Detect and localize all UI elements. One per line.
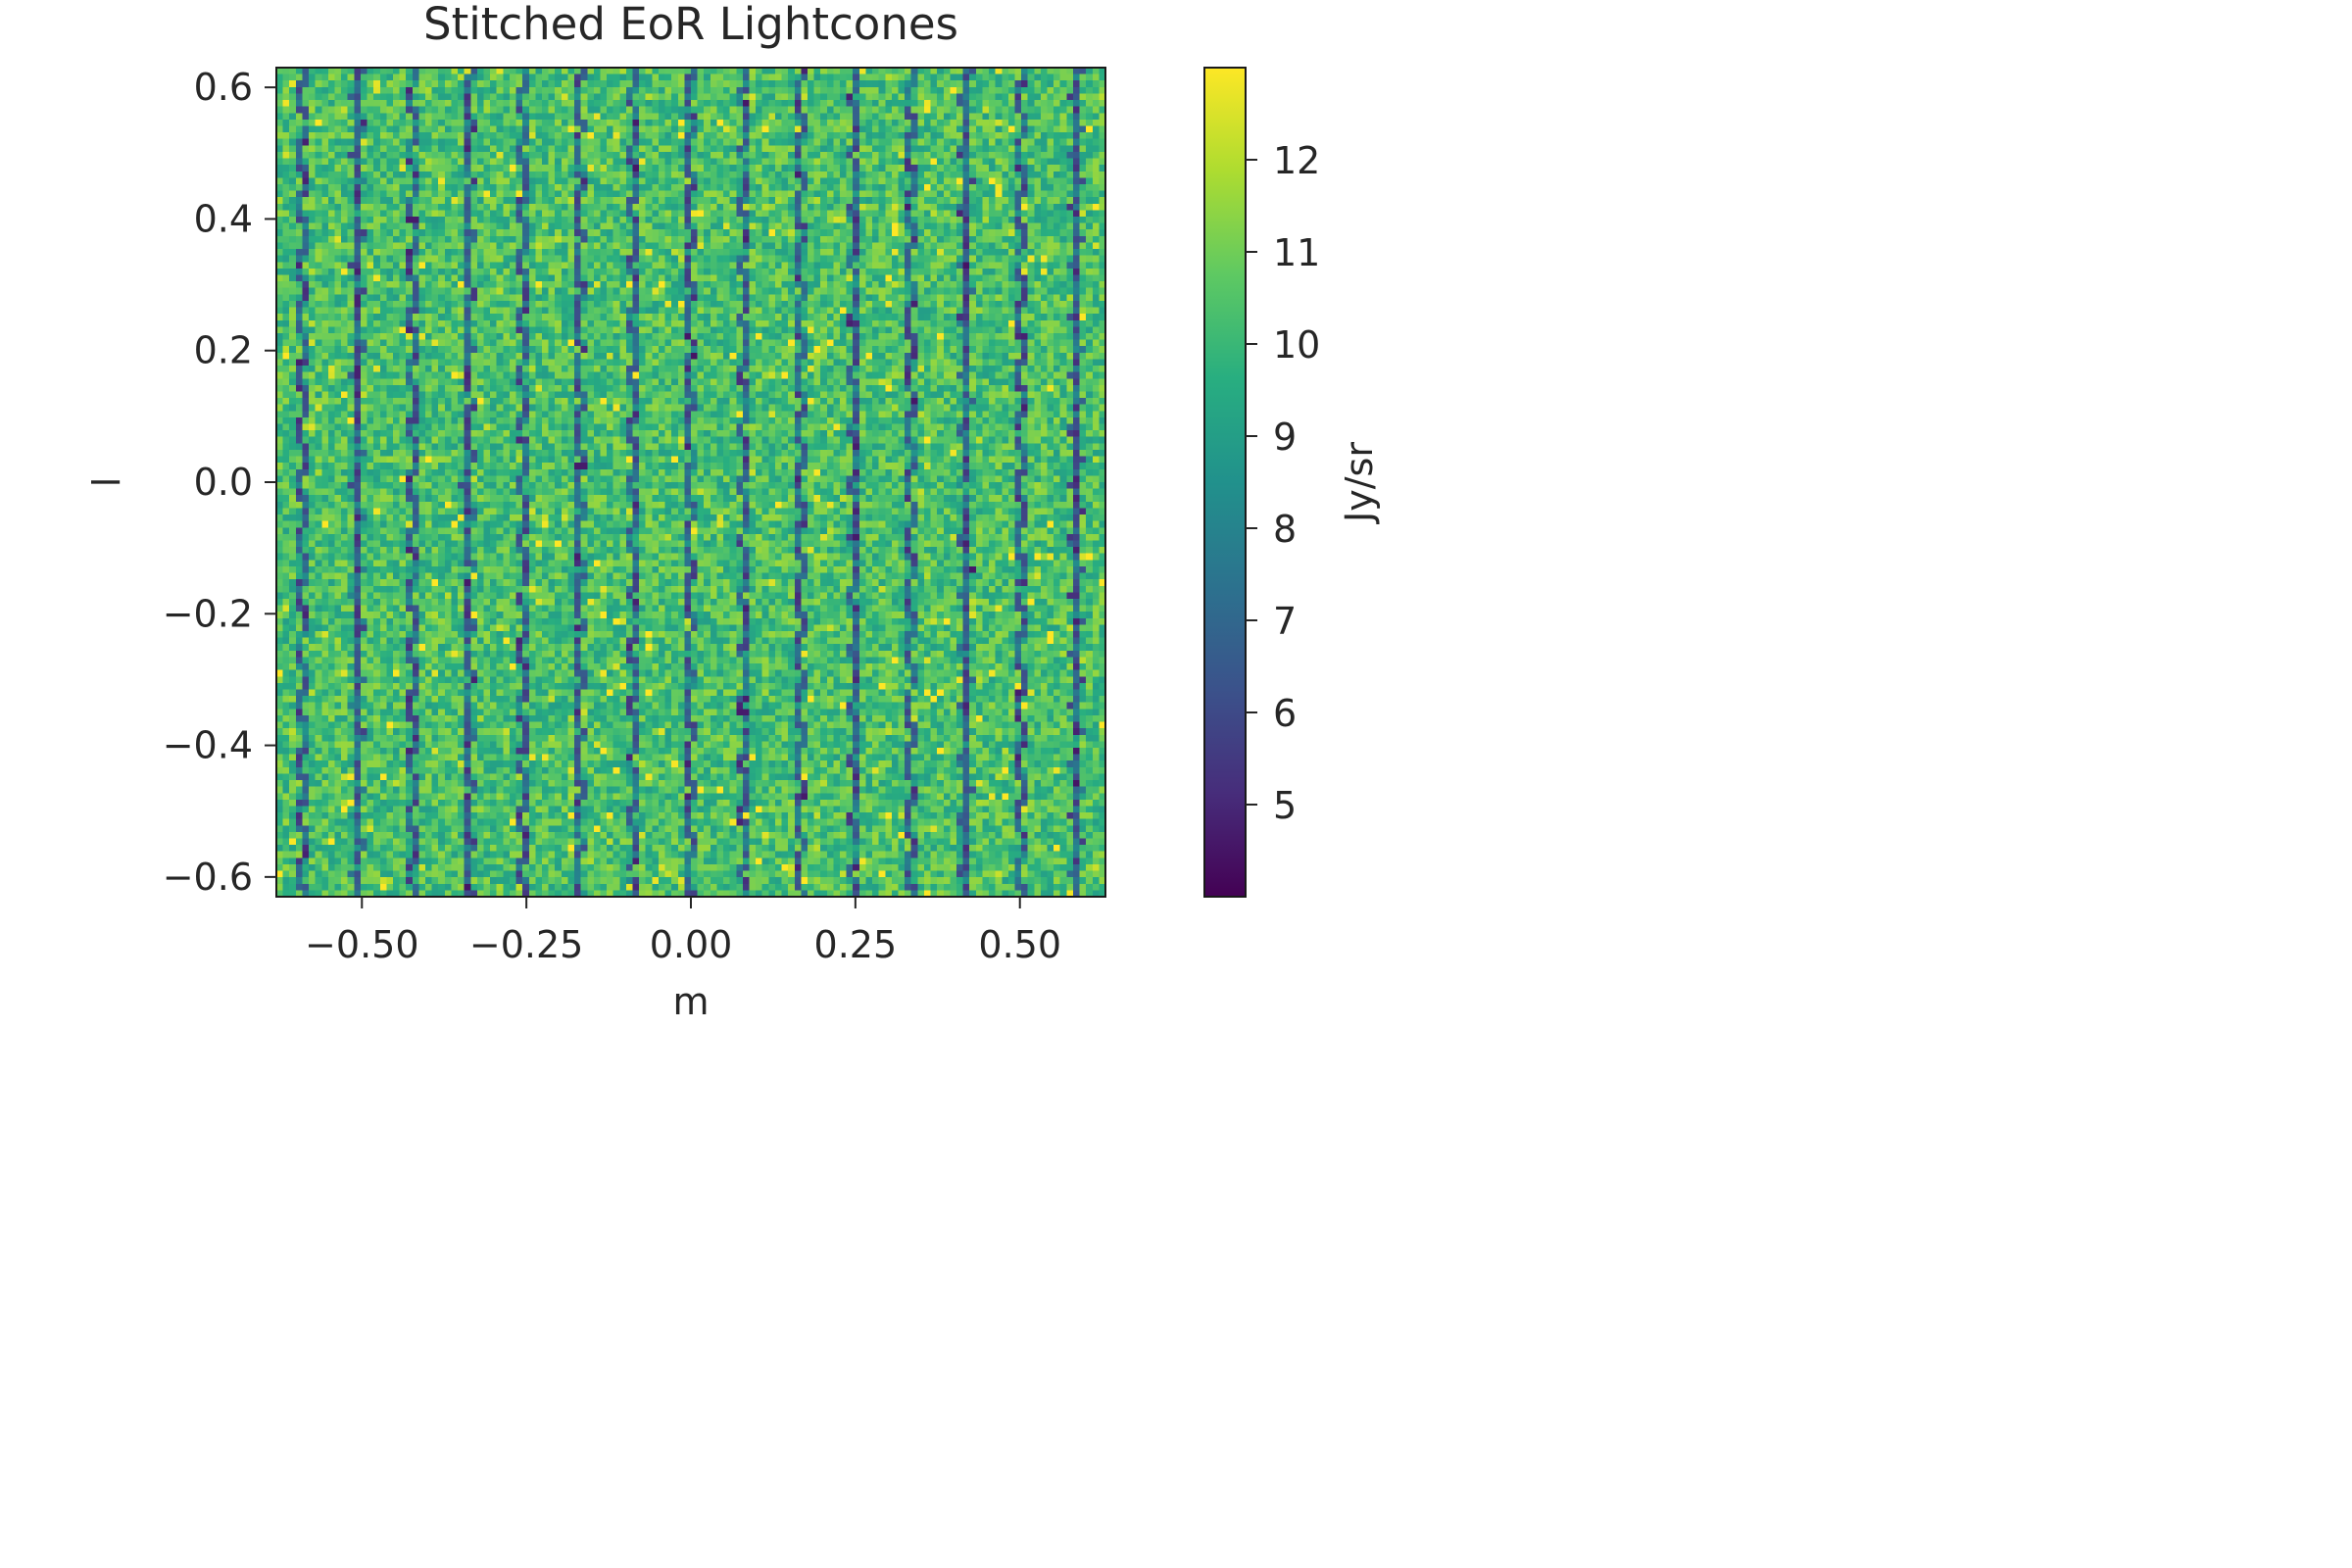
colorbar-label: Jy/sr — [1338, 442, 1381, 524]
x-axis: −0.50 −0.25 0.00 0.25 0.50 — [305, 897, 1061, 966]
colorbar-tick-label: 10 — [1273, 323, 1320, 367]
colorbar — [1203, 67, 1247, 898]
y-tick-label: 0.6 — [194, 66, 253, 109]
y-tick-label: −0.2 — [163, 592, 253, 635]
y-axis: 0.6 0.4 0.2 0.0 −0.2 −0.4 −0.6 — [163, 66, 276, 899]
x-tick-label: −0.50 — [305, 923, 418, 966]
chart: Stitched EoR Lightcones −0.50 −0.25 0.00 0.… — [85, 0, 1381, 1022]
x-tick-label: 0.25 — [814, 923, 898, 966]
colorbar-tick-label: 11 — [1273, 231, 1320, 274]
x-tick-label: 0.00 — [650, 923, 733, 966]
heatmap-image — [276, 68, 1105, 897]
y-axis-label: l — [85, 477, 128, 488]
x-tick-label: 0.50 — [978, 923, 1061, 966]
y-tick-label: 0.4 — [194, 197, 253, 240]
colorbar-tick-label: 8 — [1273, 508, 1297, 551]
y-tick-label: 0.0 — [194, 461, 253, 504]
heatmap-cells — [276, 68, 1105, 897]
colorbar-tick-label: 12 — [1273, 139, 1320, 182]
chart-title: Stitched EoR Lightcones — [423, 0, 958, 50]
x-tick-label: −0.25 — [469, 923, 583, 966]
y-tick-label: −0.6 — [163, 856, 253, 899]
figure: Stitched EoR Lightcones −0.50 −0.25 0.00 0.… — [0, 0, 1515, 1022]
y-tick-label: 0.2 — [194, 329, 253, 372]
colorbar-tick-label: 9 — [1273, 416, 1297, 459]
y-tick-label: −0.4 — [163, 724, 253, 767]
colorbar-tick-label: 6 — [1273, 692, 1297, 735]
x-axis-label: m — [672, 980, 709, 1022]
colorbar-tick-label: 5 — [1273, 784, 1297, 827]
colorbar-axis: 12 11 10 9 8 7 6 5 — [1246, 139, 1320, 827]
colorbar-tick-label: 7 — [1273, 600, 1297, 643]
